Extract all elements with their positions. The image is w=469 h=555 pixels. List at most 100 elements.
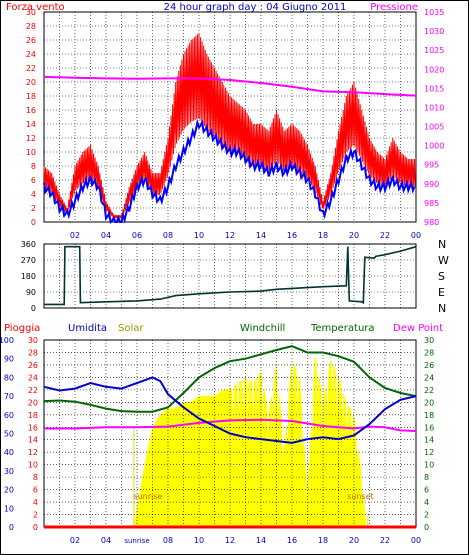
wind-x-tick-label: 10 (194, 231, 204, 240)
legend-solar: Solar (118, 323, 144, 334)
humidity-tick-label: 100 (0, 336, 14, 345)
pressure-tick-label: 1025 (424, 46, 444, 55)
temperature-tick-label-left: 12 (28, 448, 38, 457)
wind-tick-label: 16 (26, 106, 36, 115)
pressure-tick-label: 1020 (424, 65, 444, 74)
humidity-tick-label: 40 (4, 448, 14, 457)
wind-x-tick-label: 02 (70, 231, 80, 240)
wind-x-tick-label: 12 (225, 231, 235, 240)
wind-tick-label: 28 (26, 22, 36, 31)
pressure-tick-label: 1015 (424, 84, 444, 93)
temperature-tick-label-left: 26 (28, 361, 38, 370)
main-x-tick-label: 14 (256, 536, 266, 545)
direction-tick-label: 360 (21, 240, 36, 249)
wind-x-tick-label: 06 (132, 231, 142, 240)
wind-tick-label: 26 (26, 36, 36, 45)
temperature-tick-label-right: 8 (424, 473, 429, 482)
temperature-tick-label-right: 30 (424, 336, 434, 345)
temperature-tick-label-left: 14 (28, 436, 38, 445)
temperature-tick-label-left: 30 (28, 336, 38, 345)
wind-tick-label: 14 (26, 120, 36, 129)
temperature-tick-label-right: 28 (424, 348, 434, 357)
temperature-tick-label-right: 2 (424, 511, 429, 520)
pressure-tick-label: 1005 (424, 123, 444, 132)
legend-umidita: Umidita (68, 323, 107, 334)
temperature-tick-label-right: 14 (424, 436, 434, 445)
pressure-tick-label: 985 (424, 199, 439, 208)
temperature-tick-label-right: 24 (424, 373, 434, 382)
main-x-tick-label: 02 (70, 536, 80, 545)
main-x-tick-label: 12 (225, 536, 235, 545)
compass-label: W (438, 254, 449, 267)
wind-tick-label: 20 (26, 78, 36, 87)
pressure-tick-label: 1035 (424, 8, 444, 17)
main-x-tick-label: 00 (411, 536, 421, 545)
temperature-tick-label-right: 0 (424, 523, 429, 532)
humidity-tick-label: 30 (4, 467, 14, 476)
pressure-tick-label: 990 (424, 180, 439, 189)
wind-tick-label: 2 (31, 204, 36, 213)
wind-tick-label: 4 (31, 190, 36, 199)
wind-tick-label: 24 (26, 50, 36, 59)
legend-windchill: Windchill (240, 323, 285, 334)
temperature-tick-label-left: 20 (28, 398, 38, 407)
wind-direction-line (44, 245, 417, 306)
pressure-tick-label: 1010 (424, 103, 444, 112)
pressure-line (43, 75, 417, 97)
wind-tick-label: 8 (31, 162, 36, 171)
temperature-tick-label-left: 18 (28, 411, 38, 420)
dew-point-line (44, 418, 417, 432)
main-x-tick-label: 18 (318, 536, 328, 545)
humidity-tick-label: 70 (4, 392, 14, 401)
main-x-tick-label: 16 (287, 536, 297, 545)
humidity-tick-label: 20 (4, 486, 14, 495)
temperature-tick-label-left: 4 (33, 498, 38, 507)
sunset-label: sunset (347, 492, 374, 501)
wind-x-tick-label: 18 (318, 231, 328, 240)
temperature-tick-label-right: 12 (424, 448, 434, 457)
main-x-tick-label: 22 (380, 536, 390, 545)
temperature-tick-label-left: 2 (33, 511, 38, 520)
legend-pioggia: Pioggia (4, 323, 40, 334)
temperature-tick-label-left: 6 (33, 486, 38, 495)
wind-tick-label: 12 (26, 134, 36, 143)
temperature-tick-label-right: 6 (424, 486, 429, 495)
pressure-tick-label: 980 (424, 218, 439, 227)
wind-pressure-panel: 0246810121416182022242628309809859909951… (26, 8, 445, 240)
compass-label: S (438, 270, 445, 283)
temperature-tick-label-left: 8 (33, 473, 38, 482)
wind-x-tick-label: 00 (411, 231, 421, 240)
wind-average-line (43, 118, 416, 224)
humidity-tick-label: 0 (9, 523, 14, 532)
main-x-tick-label: 20 (349, 536, 359, 545)
temperature-tick-label-left: 10 (28, 461, 38, 470)
wind-axis-label: Forza vento (6, 2, 65, 13)
humidity-tick-label: 90 (4, 355, 14, 364)
main-x-tick-label: sunrise (124, 537, 149, 545)
temperature-tick-label-left: 0 (33, 523, 38, 532)
legend-dew-point: Dew Point (393, 323, 443, 334)
compass-label: E (438, 286, 445, 299)
temperature-tick-label-right: 26 (424, 361, 434, 370)
temperature-line (43, 345, 417, 413)
humidity-tick-label: 50 (4, 430, 14, 439)
pressure-tick-label: 1030 (424, 27, 444, 36)
wind-tick-label: 0 (31, 218, 36, 227)
wind-x-tick-label: 16 (287, 231, 297, 240)
humidity-line (43, 376, 417, 444)
main-x-tick-label: 04 (101, 536, 111, 545)
temperature-tick-label-right: 22 (424, 386, 434, 395)
wind-tick-label: 18 (26, 92, 36, 101)
wind-tick-label: 22 (26, 64, 36, 73)
direction-tick-label: 270 (21, 256, 36, 265)
wind-x-tick-label: 22 (380, 231, 390, 240)
temperature-tick-label-right: 16 (424, 423, 434, 432)
temperature-tick-label-right: 18 (424, 411, 434, 420)
chart-title: 24 hour graph day : 04 Giugno 2011 (164, 2, 347, 13)
temperature-tick-label-left: 22 (28, 386, 38, 395)
wind-gust-line (43, 32, 416, 219)
temperature-tick-label-right: 20 (424, 398, 434, 407)
compass-label: N (438, 302, 446, 315)
